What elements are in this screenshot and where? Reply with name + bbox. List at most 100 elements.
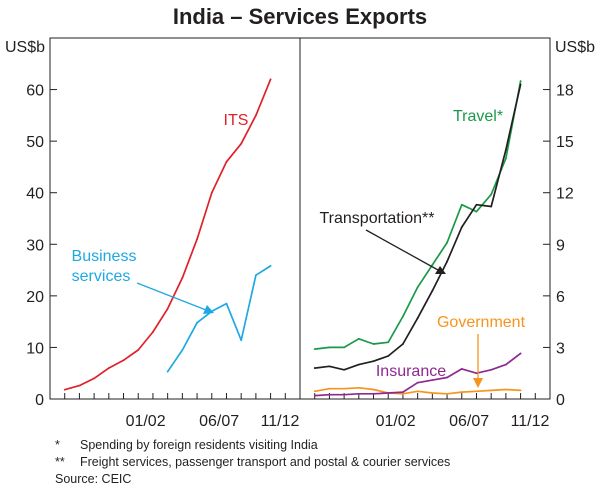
- left-x-tick-label: 06/07: [199, 413, 239, 430]
- government-point: [372, 388, 375, 391]
- business-services-label-line1: Business: [72, 248, 137, 265]
- left-y-tick-label: 40: [26, 186, 44, 203]
- business-services-point: [196, 321, 198, 324]
- left-y-tick-label: 0: [35, 392, 44, 409]
- its-point: [254, 114, 257, 117]
- travel-point: [446, 241, 448, 244]
- business-services-point: [166, 370, 169, 373]
- travel-label: Travel*: [453, 108, 503, 125]
- left-x-tick-label: 01/02: [126, 413, 166, 430]
- transportation-point: [416, 317, 419, 320]
- source-note: Source: CEIC: [55, 472, 131, 486]
- travel-point: [372, 343, 375, 345]
- travel-point: [475, 210, 478, 213]
- right-y-tick-label: 0: [556, 392, 565, 409]
- government-point: [460, 391, 463, 394]
- its-point: [152, 331, 154, 333]
- business-services-point: [225, 302, 228, 305]
- insurance-point: [446, 376, 448, 379]
- right-y-tick-label: 15: [556, 134, 574, 151]
- insurance-point: [313, 394, 316, 397]
- left-y-tick-label: 60: [26, 83, 44, 100]
- chart-title: India – Services Exports: [173, 4, 427, 29]
- transportation-point: [490, 205, 493, 208]
- government-point: [357, 386, 360, 389]
- right-x-tick-label: 01/02: [376, 413, 416, 430]
- transportation-point: [328, 365, 331, 368]
- government-point: [343, 387, 346, 390]
- its-point: [210, 191, 213, 194]
- left-y-tick-label: 50: [26, 134, 44, 151]
- government-point: [313, 390, 316, 393]
- tick-layer: 0 10 20 30 40 50 60 0 3 6 9 12 15 18 01/02 06/07 11/12 01…: [26, 83, 574, 430]
- government-point: [519, 389, 522, 392]
- insurance-label: Insurance: [376, 363, 446, 380]
- government-point: [328, 387, 331, 390]
- government-point: [446, 392, 448, 395]
- its-point: [63, 388, 66, 391]
- its-point: [240, 142, 243, 145]
- business-services-point: [254, 274, 257, 277]
- travel-point: [328, 346, 331, 349]
- footnote-1-text: Spending by foreign residents visiting I…: [80, 438, 318, 452]
- insurance-point: [519, 352, 522, 355]
- travel-point: [416, 286, 419, 289]
- insurance-point: [475, 372, 478, 375]
- insurance-point: [431, 379, 434, 381]
- government-point: [490, 389, 493, 392]
- insurance-point: [402, 391, 404, 394]
- its-label: ITS: [224, 112, 249, 129]
- government-point: [431, 392, 434, 394]
- left-y-unit-label: US$b: [5, 39, 45, 56]
- business-services-point: [240, 339, 243, 342]
- insurance-point: [387, 392, 390, 394]
- transportation-point: [519, 83, 522, 86]
- transportation-point: [460, 226, 463, 228]
- transportation-arrow: [365, 229, 446, 274]
- business-services-point: [181, 349, 184, 351]
- right-y-tick-label: 6: [556, 289, 565, 306]
- insurance-point: [504, 363, 507, 366]
- government-point: [416, 390, 419, 393]
- its-point: [181, 276, 184, 279]
- insurance-point: [416, 381, 419, 384]
- left-y-tick-label: 10: [26, 340, 44, 357]
- right-x-tick-label: 11/12: [511, 413, 550, 430]
- business-services-label-line2: services: [72, 268, 131, 285]
- transportation-point: [357, 363, 360, 366]
- transportation-point: [313, 367, 316, 369]
- left-x-tick-label: 11/12: [261, 413, 300, 430]
- business-services-arrow: [136, 282, 214, 314]
- travel-point: [402, 315, 404, 318]
- transportation-label: Transportation**: [319, 210, 434, 227]
- right-y-unit-label: US$b: [555, 39, 595, 56]
- travel-point: [519, 80, 522, 82]
- insurance-point: [357, 392, 360, 395]
- footnote-2-text: Freight services, passenger transport an…: [80, 455, 450, 469]
- its-point: [269, 78, 272, 81]
- travel-point: [357, 337, 360, 340]
- government-point: [402, 392, 404, 395]
- its-point: [196, 238, 198, 241]
- its-point: [166, 307, 169, 310]
- insurance-point: [490, 368, 493, 371]
- government-arrow: [473, 334, 483, 388]
- business-services-point: [269, 265, 272, 267]
- its-point: [93, 377, 96, 380]
- right-y-tick-label: 9: [556, 237, 565, 254]
- travel-point: [490, 193, 493, 196]
- travel-point: [460, 203, 463, 206]
- travel-point: [387, 341, 390, 344]
- transportation-point: [431, 289, 434, 292]
- left-y-tick-label: 30: [26, 237, 44, 254]
- right-x-tick-label: 06/07: [449, 413, 489, 430]
- government-point: [475, 390, 478, 393]
- its-point: [137, 349, 140, 351]
- footnote-2-marker: **: [55, 455, 65, 469]
- transportation-point: [446, 260, 448, 263]
- travel-point: [313, 348, 316, 351]
- government-label: Government: [437, 314, 526, 331]
- insurance-point: [372, 392, 375, 395]
- insurance-point: [460, 368, 463, 370]
- transportation-point: [387, 355, 390, 357]
